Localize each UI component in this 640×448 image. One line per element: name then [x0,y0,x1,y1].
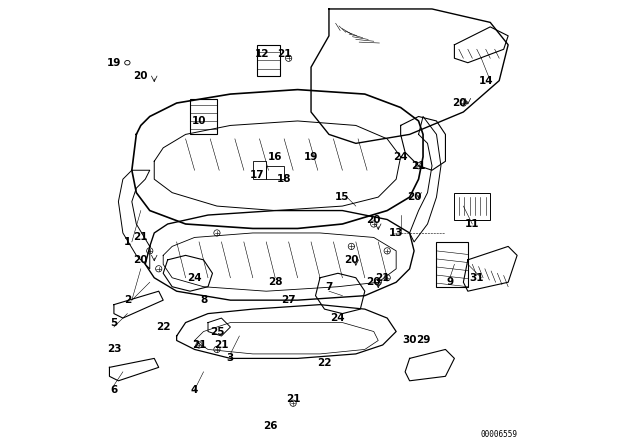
Bar [436,242,468,287]
Text: 11: 11 [465,219,479,229]
Text: 23: 23 [107,345,121,354]
Text: 6: 6 [110,385,118,395]
Text: 20: 20 [134,255,148,265]
Text: 31: 31 [470,273,484,283]
Text: 19: 19 [107,58,121,68]
Text: 22: 22 [317,358,332,368]
Bar [257,45,280,76]
Text: 1: 1 [124,237,131,247]
Text: 3: 3 [227,353,234,363]
Text: 4: 4 [191,385,198,395]
Text: 10: 10 [192,116,206,126]
Text: 24: 24 [331,313,345,323]
Bar [190,99,217,134]
Text: 26: 26 [264,421,278,431]
Text: 22: 22 [156,322,170,332]
Bar [253,161,266,179]
Text: 21: 21 [214,340,228,350]
Text: 21: 21 [277,49,291,59]
Text: 29: 29 [416,336,430,345]
Text: 25: 25 [210,327,224,336]
Text: 8: 8 [200,295,207,305]
Text: 20: 20 [452,98,466,108]
Text: 16: 16 [268,152,282,162]
Text: 00006559: 00006559 [480,430,517,439]
Bar [454,193,490,220]
Text: 21: 21 [134,233,148,242]
Text: 30: 30 [403,336,417,345]
Text: 5: 5 [110,318,118,327]
Text: 28: 28 [268,277,282,287]
Text: 20: 20 [407,192,421,202]
Text: 24: 24 [188,273,202,283]
Text: 20: 20 [134,71,148,81]
Text: 24: 24 [394,152,408,162]
Text: 20: 20 [367,215,381,224]
Text: 20: 20 [367,277,381,287]
Text: 21: 21 [376,273,390,283]
Text: 21: 21 [412,161,426,171]
Text: 21: 21 [286,394,300,404]
Text: 7: 7 [325,282,333,292]
Bar [266,166,284,179]
Text: 2: 2 [124,295,131,305]
Text: 27: 27 [282,295,296,305]
Text: 12: 12 [255,49,269,59]
Text: 20: 20 [344,255,358,265]
Text: 19: 19 [304,152,318,162]
Text: 15: 15 [335,192,349,202]
Text: 13: 13 [389,228,403,238]
Text: 9: 9 [446,277,454,287]
Text: 21: 21 [192,340,206,350]
Text: 17: 17 [250,170,264,180]
Text: 18: 18 [277,174,291,184]
Text: 14: 14 [479,76,493,86]
